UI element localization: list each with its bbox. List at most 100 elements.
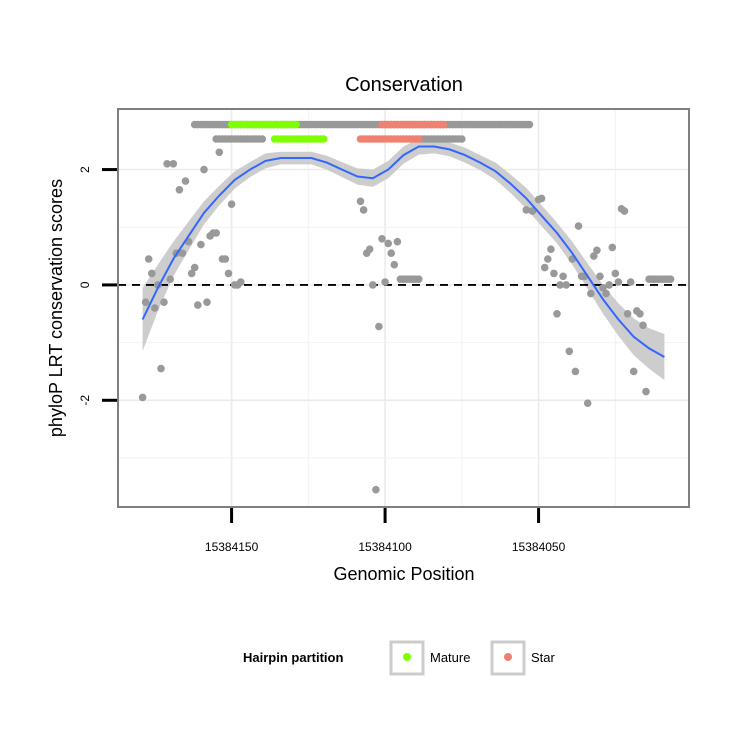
data-point-other [605,281,613,289]
data-point-other [194,301,202,309]
data-point-other [169,160,178,168]
data-point-other [212,229,220,237]
legend-label-star: Star [531,650,556,665]
data-point-other [550,269,558,278]
data-point-other [144,255,153,263]
data-point-other [148,269,156,278]
data-point-star [439,120,448,129]
data-point-other [547,245,555,253]
data-point-other [157,364,165,373]
data-point-pairing-row-other [258,135,267,143]
data-point-other [372,485,380,494]
data-point-other [163,160,171,168]
y-axis-label: phyloP LRT conservation scores [46,179,66,437]
data-point-other [537,194,546,203]
data-point-other [187,269,196,278]
data-point-other [393,237,402,246]
data-point-other [203,298,211,307]
data-point-other [237,278,245,286]
data-point-other [593,246,601,255]
data-point-other [583,399,592,408]
data-point-other [190,263,199,272]
data-point-other [623,310,632,318]
points-layer [138,120,675,494]
data-point-other [160,298,168,307]
data-point-other [599,284,607,292]
data-point-other [620,207,629,215]
data-point-other [626,278,635,286]
data-point-other [596,272,604,281]
x-axis-label: Genomic Position [333,564,474,584]
data-point-other [522,206,531,214]
data-point-other [381,278,389,286]
chart-title: Conservation [345,74,463,96]
data-point-other [138,393,147,402]
panel-border [117,108,690,508]
data-point-other [166,275,174,284]
data-point-other [611,269,620,278]
data-point-other [639,321,647,330]
plot-panel [118,109,689,507]
data-point-other [614,278,623,286]
data-point-other [587,289,595,298]
data-point-pairing-row-star [415,135,423,143]
data-point-other [574,222,583,230]
x-tick-label: 15384050 [512,540,566,554]
data-point-pairing-row-other [458,135,466,143]
legend-label-mature: Mature [430,650,470,665]
data-point-other [356,197,365,206]
data-point-other [602,289,610,298]
data-point-other [224,269,233,278]
data-point-other [544,255,552,263]
legend-title: Hairpin partition [243,650,343,665]
smooth-line [141,145,665,358]
data-point-other [642,387,650,396]
data-point-loop-top [525,120,534,129]
x-tick-label: 15384100 [358,540,412,554]
y-axis-ticks: -2 0 2 [78,166,117,406]
data-point-other [227,200,236,208]
data-point-other [175,186,184,194]
data-point-other [369,281,377,289]
data-point-other [636,310,644,318]
y-tick-label: 2 [78,166,92,173]
y-tick-label: -2 [78,395,92,406]
data-point-pairing-row-mature [319,135,328,143]
data-point-other [181,177,190,185]
data-point-other [390,260,399,269]
legend-dot-mature [403,653,411,661]
legend: Hairpin partition Mature Star [243,640,556,676]
data-point-other [215,148,224,157]
data-point-other [365,245,374,253]
data-point-other [590,252,598,260]
data-point-other [571,367,580,376]
data-point-other [559,272,567,281]
data-point-other [666,275,675,284]
data-point-other [375,322,383,331]
data-point-other [528,207,537,215]
data-point-other [562,281,570,289]
y-tick-label: 0 [78,281,92,288]
data-point-other [553,310,561,318]
legend-dot-star [504,653,512,661]
confidence-band [142,138,665,381]
data-point-other [221,255,230,263]
data-point-other [565,347,574,356]
data-point-other [387,249,396,257]
data-point-other [197,240,205,249]
data-point-other [629,367,638,376]
data-point-other [384,239,393,248]
x-tick-label: 15384150 [205,540,259,554]
data-point-other [608,243,617,252]
confidence-band-area [142,138,665,381]
data-point-other [200,165,208,174]
data-point-other [151,304,159,312]
data-point-other [378,235,386,243]
data-point-other [540,263,549,272]
data-point-other [556,281,564,289]
data-point-other [359,206,368,214]
smooth-curve [141,145,665,358]
x-axis-ticks: 15384150 15384100 15384050 [205,508,566,554]
data-point-mature [292,120,300,129]
